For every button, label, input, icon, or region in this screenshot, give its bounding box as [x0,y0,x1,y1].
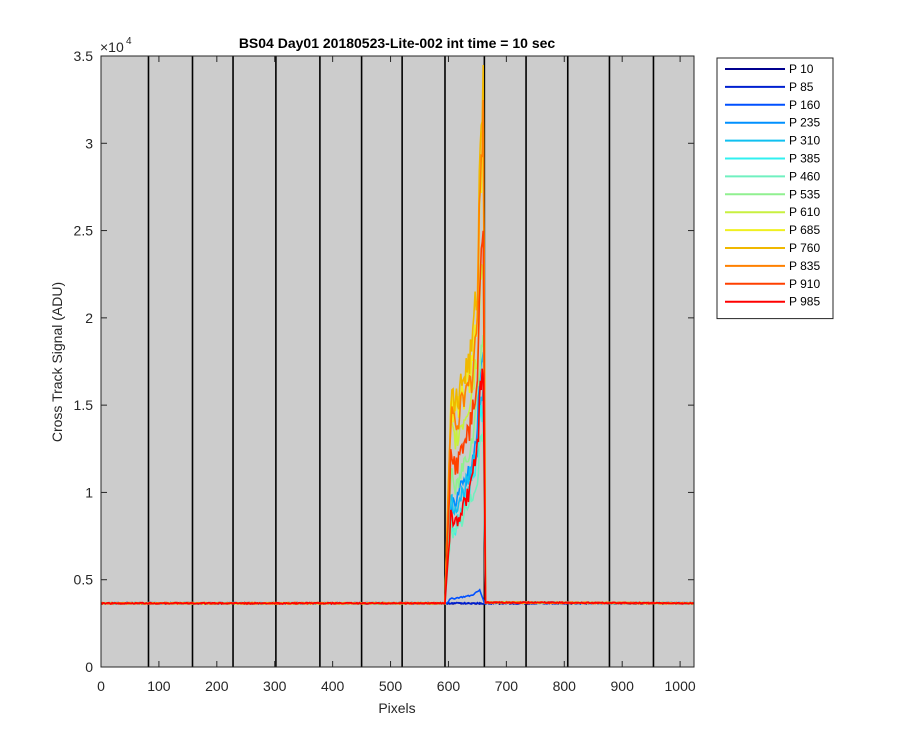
x-tick-label: 900 [611,678,635,694]
series-line-p-985 [100,368,695,606]
x-tick-label: 700 [495,678,519,694]
legend-entry: P 235 [789,116,820,130]
y-tick-label: 3.5 [74,48,94,64]
x-tick-label: 800 [553,678,577,694]
y-tick-label: 1.5 [74,397,94,413]
y-tick-label: 1 [85,484,93,500]
legend-entry: P 310 [789,134,820,148]
plot-background [101,56,694,667]
legend-entry: P 985 [789,295,820,309]
legend-entry: P 910 [789,277,820,291]
x-tick-label: 200 [205,678,229,694]
legend-box [716,57,834,320]
y-tick-label: 2.5 [74,223,94,239]
x-tick-label: 1000 [665,678,696,694]
y-axis-exponent-base: ×10 [100,39,124,55]
legend-entry: P 535 [789,187,820,201]
x-tick-label: 500 [379,678,403,694]
y-tick-label: 0 [85,659,93,675]
x-tick-label: 400 [321,678,345,694]
x-tick-label: 300 [263,678,287,694]
y-tick-label: 3 [85,135,93,151]
legend-entry: P 85 [789,80,814,94]
chart-title: BS04 Day01 20180523-Lite-002 int time = … [239,35,556,51]
legend-entry: P 460 [789,169,820,183]
y-axis-exponent-power: 4 [126,36,132,47]
legend-entry: P 610 [789,205,820,219]
y-axis-label: Cross Track Signal (ADU) [49,282,65,442]
legend-entry: P 835 [789,259,820,273]
x-tick-label: 600 [437,678,461,694]
legend-entry: P 685 [789,223,820,237]
legend-entry: P 760 [789,241,820,255]
x-axis-label: Pixels [378,700,415,716]
x-tick-label: 0 [97,678,105,694]
legend-entry: P 160 [789,98,820,112]
legend-entry: P 10 [789,62,814,76]
legend-entry: P 385 [789,152,820,166]
y-tick-label: 0.5 [74,572,94,588]
plot-frame [100,55,695,668]
y-tick-label: 2 [85,310,93,326]
x-tick-label: 100 [147,678,171,694]
